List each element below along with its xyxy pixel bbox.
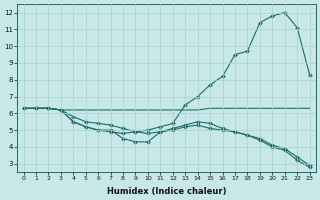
X-axis label: Humidex (Indice chaleur): Humidex (Indice chaleur) bbox=[107, 187, 226, 196]
